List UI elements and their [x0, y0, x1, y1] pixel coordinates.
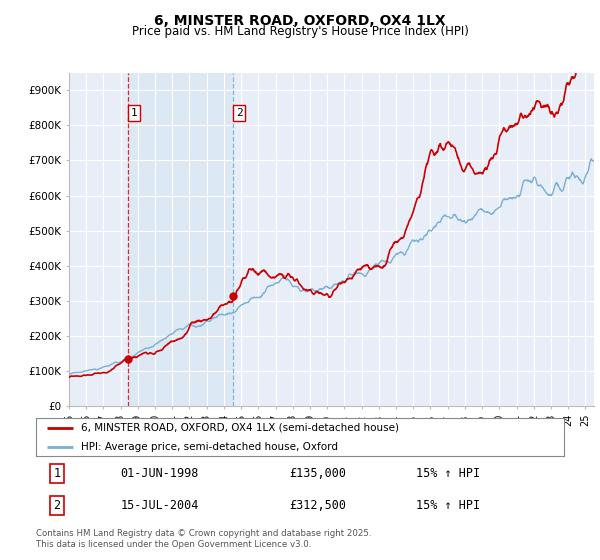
- Text: HPI: Average price, semi-detached house, Oxford: HPI: Average price, semi-detached house,…: [81, 442, 338, 452]
- Text: 1: 1: [53, 467, 61, 480]
- Text: £312,500: £312,500: [289, 499, 346, 512]
- Text: 2: 2: [53, 499, 61, 512]
- Text: 15-JUL-2004: 15-JUL-2004: [121, 499, 199, 512]
- Text: 01-JUN-1998: 01-JUN-1998: [121, 467, 199, 480]
- Text: 1: 1: [130, 108, 137, 118]
- Text: 15% ↑ HPI: 15% ↑ HPI: [416, 467, 480, 480]
- Text: 15% ↑ HPI: 15% ↑ HPI: [416, 499, 480, 512]
- Text: 6, MINSTER ROAD, OXFORD, OX4 1LX (semi-detached house): 6, MINSTER ROAD, OXFORD, OX4 1LX (semi-d…: [81, 423, 399, 433]
- Text: 2: 2: [236, 108, 242, 118]
- Text: £135,000: £135,000: [289, 467, 346, 480]
- Text: Contains HM Land Registry data © Crown copyright and database right 2025.
This d: Contains HM Land Registry data © Crown c…: [36, 529, 371, 549]
- Text: Price paid vs. HM Land Registry's House Price Index (HPI): Price paid vs. HM Land Registry's House …: [131, 25, 469, 38]
- Text: 6, MINSTER ROAD, OXFORD, OX4 1LX: 6, MINSTER ROAD, OXFORD, OX4 1LX: [154, 14, 446, 28]
- Bar: [128, 73, 233, 406]
